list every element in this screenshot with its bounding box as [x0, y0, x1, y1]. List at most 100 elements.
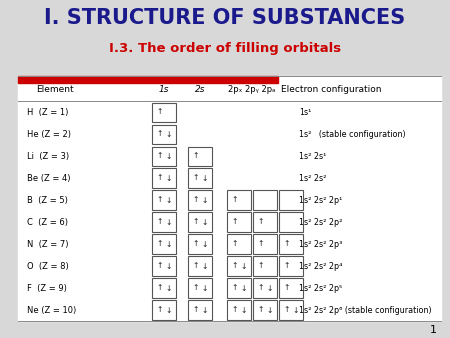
Bar — [253, 213, 277, 232]
Text: ↓: ↓ — [165, 240, 172, 249]
Text: Electron configuration: Electron configuration — [280, 86, 381, 95]
Bar — [227, 190, 251, 210]
Bar — [253, 300, 277, 320]
Text: ↓: ↓ — [201, 196, 208, 205]
Bar — [188, 190, 212, 210]
Text: ↑: ↑ — [258, 261, 264, 270]
Bar — [227, 278, 251, 298]
Text: ↓: ↓ — [266, 306, 273, 315]
Text: ↓: ↓ — [165, 262, 172, 271]
Text: 1s² 2s²: 1s² 2s² — [299, 174, 327, 183]
Text: 1: 1 — [429, 324, 436, 335]
Text: ↓: ↓ — [201, 174, 208, 183]
Text: ↑: ↑ — [193, 173, 199, 183]
Text: 1s: 1s — [159, 86, 170, 95]
Text: ↑: ↑ — [284, 305, 290, 314]
Bar — [227, 234, 251, 254]
Text: 2s: 2s — [195, 86, 206, 95]
Text: ↑: ↑ — [193, 261, 199, 270]
Bar — [188, 146, 212, 166]
Bar — [152, 190, 176, 210]
Bar — [152, 125, 176, 144]
Text: ↓: ↓ — [240, 262, 247, 271]
Bar — [227, 213, 251, 232]
Text: ↑: ↑ — [157, 107, 163, 117]
Text: C  (Z = 6): C (Z = 6) — [27, 218, 68, 227]
Text: ↓: ↓ — [165, 174, 172, 183]
Text: 1s² 2s² 2p⁶ (stable configuration): 1s² 2s² 2p⁶ (stable configuration) — [299, 306, 432, 315]
Text: Be (Z = 4): Be (Z = 4) — [27, 174, 71, 183]
Bar — [152, 102, 176, 122]
Text: ↑: ↑ — [232, 261, 238, 270]
Text: Element: Element — [36, 86, 74, 95]
Text: ↑: ↑ — [157, 283, 163, 292]
Text: ↓: ↓ — [165, 306, 172, 315]
Bar — [279, 213, 303, 232]
Text: ↓: ↓ — [165, 218, 172, 227]
Bar — [188, 168, 212, 188]
Bar — [227, 256, 251, 276]
Text: ↑: ↑ — [193, 151, 199, 161]
Text: Ne (Z = 10): Ne (Z = 10) — [27, 306, 76, 315]
Text: 1s²   (stable configuration): 1s² (stable configuration) — [299, 130, 406, 139]
Text: ↑: ↑ — [232, 239, 238, 248]
Bar — [227, 300, 251, 320]
Bar — [279, 256, 303, 276]
Text: ↓: ↓ — [165, 196, 172, 205]
Bar — [152, 146, 176, 166]
Text: ↑: ↑ — [193, 217, 199, 226]
Text: ↓: ↓ — [165, 284, 172, 293]
Text: ↑: ↑ — [193, 239, 199, 248]
Text: B  (Z = 5): B (Z = 5) — [27, 196, 68, 205]
Text: ↑: ↑ — [258, 239, 264, 248]
Text: ↑: ↑ — [193, 195, 199, 204]
Text: ↑: ↑ — [157, 173, 163, 183]
Text: ↓: ↓ — [201, 284, 208, 293]
Bar — [188, 213, 212, 232]
Text: 1s² 2s² 2p³: 1s² 2s² 2p³ — [299, 240, 342, 249]
Text: H  (Z = 1): H (Z = 1) — [27, 108, 68, 117]
Text: I. STRUCTURE OF SUBSTANCES: I. STRUCTURE OF SUBSTANCES — [45, 8, 405, 28]
Text: 1s² 2s¹: 1s² 2s¹ — [299, 152, 327, 161]
Text: ↓: ↓ — [165, 152, 172, 161]
Text: ↓: ↓ — [201, 306, 208, 315]
Text: 1s² 2s² 2p⁴: 1s² 2s² 2p⁴ — [299, 262, 342, 271]
Text: ↑: ↑ — [157, 261, 163, 270]
Text: ↑: ↑ — [193, 283, 199, 292]
Bar — [279, 190, 303, 210]
Text: ↓: ↓ — [201, 262, 208, 271]
Text: ↑: ↑ — [258, 283, 264, 292]
Bar — [279, 234, 303, 254]
Text: ↓: ↓ — [240, 284, 247, 293]
Text: I.3. The order of filling orbitals: I.3. The order of filling orbitals — [109, 42, 341, 55]
Bar — [152, 278, 176, 298]
Text: F  (Z = 9): F (Z = 9) — [27, 284, 67, 293]
Text: ↓: ↓ — [292, 306, 299, 315]
Bar — [152, 168, 176, 188]
Bar — [188, 300, 212, 320]
Bar — [152, 256, 176, 276]
Bar — [253, 278, 277, 298]
Text: He (Z = 2): He (Z = 2) — [27, 130, 71, 139]
Text: Li  (Z = 3): Li (Z = 3) — [27, 152, 69, 161]
Text: N  (Z = 7): N (Z = 7) — [27, 240, 68, 249]
Text: ↑: ↑ — [284, 283, 290, 292]
Text: 1s² 2s² 2p¹: 1s² 2s² 2p¹ — [299, 196, 342, 205]
Text: ↑: ↑ — [232, 283, 238, 292]
Text: ↑: ↑ — [157, 239, 163, 248]
Bar — [18, 76, 278, 83]
Bar — [253, 256, 277, 276]
Text: ↑: ↑ — [157, 129, 163, 139]
Text: ↑: ↑ — [193, 305, 199, 314]
Bar — [152, 213, 176, 232]
Bar — [188, 256, 212, 276]
Bar — [188, 234, 212, 254]
Text: ↓: ↓ — [240, 306, 247, 315]
Text: ↑: ↑ — [258, 217, 264, 226]
Bar — [253, 234, 277, 254]
Text: ↑: ↑ — [232, 305, 238, 314]
Bar — [188, 278, 212, 298]
Text: ↑: ↑ — [157, 195, 163, 204]
Text: ↑: ↑ — [157, 151, 163, 161]
Text: 2pₓ 2pᵧ 2pₔ: 2pₓ 2pᵧ 2pₔ — [228, 86, 276, 95]
